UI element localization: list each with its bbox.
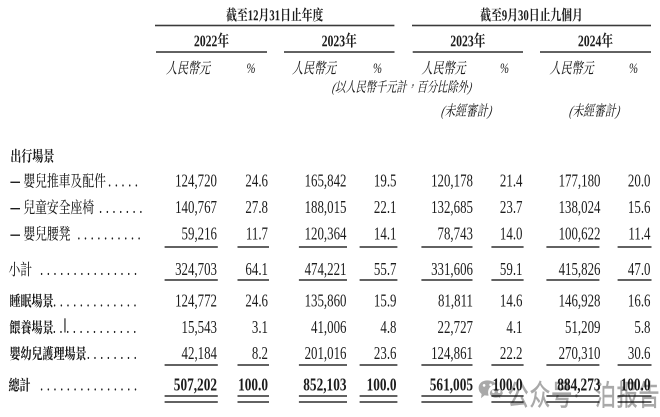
svg-text:64.1: 64.1 <box>245 260 268 279</box>
svg-text:55.7: 55.7 <box>374 260 397 279</box>
svg-text:188,015: 188,015 <box>305 198 347 217</box>
svg-text:59.1: 59.1 <box>500 260 523 279</box>
svg-text:124,720: 124,720 <box>175 172 217 191</box>
svg-text:415,826: 415,826 <box>559 260 601 279</box>
svg-text:22.2: 22.2 <box>500 344 523 363</box>
svg-text:%: % <box>629 59 638 76</box>
svg-text:146,928: 146,928 <box>559 291 601 310</box>
svg-text:5.8: 5.8 <box>634 318 650 337</box>
svg-text:11.7: 11.7 <box>246 225 268 244</box>
svg-text:23.7: 23.7 <box>500 198 523 217</box>
svg-text:.............: ............. <box>53 291 140 310</box>
svg-text:14.6: 14.6 <box>500 291 523 310</box>
svg-text:132,685: 132,685 <box>431 198 473 217</box>
svg-text:140,767: 140,767 <box>175 198 217 217</box>
svg-text:...............: ............... <box>40 376 141 395</box>
svg-text:15.9: 15.9 <box>374 291 397 310</box>
svg-text:........: ........ <box>87 344 141 363</box>
svg-text:100.0: 100.0 <box>367 376 397 395</box>
svg-text:20.0: 20.0 <box>628 172 651 191</box>
svg-text:4.8: 4.8 <box>380 318 396 337</box>
svg-text:24.6: 24.6 <box>245 291 268 310</box>
svg-text:42,184: 42,184 <box>182 344 218 363</box>
svg-text:474,221: 474,221 <box>305 260 347 279</box>
svg-text:27.8: 27.8 <box>245 198 268 217</box>
svg-text:884,273: 884,273 <box>557 376 600 395</box>
svg-text:51,209: 51,209 <box>565 318 601 337</box>
svg-text:201,016: 201,016 <box>305 344 347 363</box>
svg-text:16.6: 16.6 <box>628 291 651 310</box>
svg-text:%: % <box>247 59 256 76</box>
svg-text:4.1: 4.1 <box>506 318 522 337</box>
svg-text:47.0: 47.0 <box>628 260 651 279</box>
svg-text:3.1: 3.1 <box>252 318 268 337</box>
svg-text:100,622: 100,622 <box>559 225 601 244</box>
svg-text:%: % <box>373 59 382 76</box>
svg-text:14.1: 14.1 <box>374 225 397 244</box>
svg-text:15,543: 15,543 <box>182 318 218 337</box>
svg-text:21.4: 21.4 <box>500 172 523 191</box>
svg-text:124,772: 124,772 <box>175 291 217 310</box>
svg-text:8.2: 8.2 <box>252 344 268 363</box>
svg-text:270,310: 270,310 <box>559 344 601 363</box>
svg-text:15.6: 15.6 <box>628 198 651 217</box>
svg-text:..........: .......... <box>77 225 144 244</box>
svg-text:19.5: 19.5 <box>374 172 397 191</box>
svg-text:23.6: 23.6 <box>374 344 397 363</box>
svg-text:852,103: 852,103 <box>303 376 346 395</box>
svg-text:100.0: 100.0 <box>238 376 268 395</box>
svg-text:11.4: 11.4 <box>628 225 650 244</box>
svg-text:.............: ............. <box>53 318 140 337</box>
svg-text:331,606: 331,606 <box>431 260 473 279</box>
svg-text:.....: ..... <box>108 172 142 191</box>
svg-text:30.6: 30.6 <box>628 344 651 363</box>
svg-text:.......: ....... <box>99 198 146 217</box>
svg-text:81,811: 81,811 <box>438 291 473 310</box>
svg-text:22.1: 22.1 <box>374 198 397 217</box>
svg-text:507,202: 507,202 <box>174 376 217 395</box>
svg-text:138,024: 138,024 <box>559 198 601 217</box>
svg-text:120,178: 120,178 <box>431 172 473 191</box>
svg-text:%: % <box>500 59 509 76</box>
svg-text:177,180: 177,180 <box>559 172 601 191</box>
svg-text:41,006: 41,006 <box>311 318 347 337</box>
svg-text:324,703: 324,703 <box>175 260 217 279</box>
svg-text:165,842: 165,842 <box>305 172 347 191</box>
svg-text:124,861: 124,861 <box>431 344 473 363</box>
svg-text:59,216: 59,216 <box>182 225 218 244</box>
svg-text:120,364: 120,364 <box>305 225 347 244</box>
svg-text:...............: ............... <box>40 260 141 279</box>
svg-text:135,860: 135,860 <box>305 291 347 310</box>
svg-text:78,743: 78,743 <box>438 225 474 244</box>
svg-text:14.0: 14.0 <box>500 225 523 244</box>
svg-text:22,727: 22,727 <box>438 318 474 337</box>
svg-text:561,005: 561,005 <box>430 376 473 395</box>
svg-text:24.6: 24.6 <box>245 172 268 191</box>
